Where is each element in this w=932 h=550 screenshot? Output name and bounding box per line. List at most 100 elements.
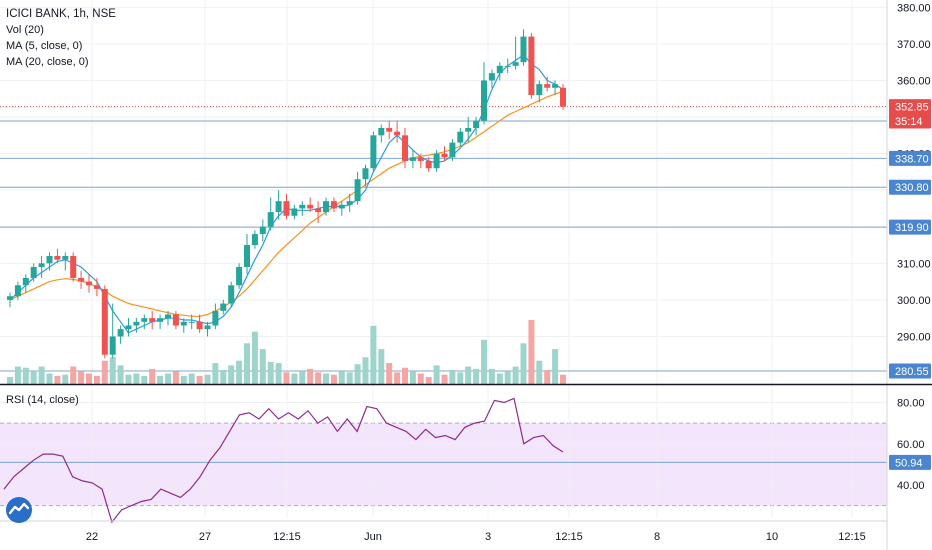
volume-bars	[7, 320, 566, 384]
volume-bar	[323, 373, 329, 384]
candle	[346, 201, 353, 205]
volume-bar	[536, 360, 543, 384]
indicator-ma5[interactable]: MA (5, close, 0)	[6, 40, 83, 52]
countdown-badge-bg	[889, 113, 931, 129]
candle	[54, 256, 61, 260]
rsi-value-badge-bg	[889, 454, 931, 470]
candle	[481, 80, 487, 121]
candle	[417, 157, 424, 161]
candle	[299, 204, 306, 209]
last-price-badge: 352.85	[895, 102, 929, 114]
volume-bar	[46, 373, 53, 384]
level-badge-bg	[889, 150, 931, 166]
volume-bar	[315, 372, 322, 384]
volume-bar	[180, 375, 187, 384]
volume-bar	[512, 366, 519, 384]
candle	[394, 131, 401, 136]
candle	[14, 285, 21, 297]
volume-bar	[125, 374, 132, 384]
volume-bar	[449, 370, 456, 384]
candle	[291, 208, 298, 216]
volume-bar	[196, 375, 203, 384]
legend: ICICI BANK, 1h, NSE Vol (20) MA (5, clos…	[6, 6, 116, 70]
last-price-badge-bg	[889, 99, 931, 115]
candle	[46, 256, 53, 264]
volume-bar	[93, 375, 100, 384]
candle	[149, 318, 156, 322]
candle	[552, 84, 559, 88]
level-badge: 280.55	[895, 366, 929, 378]
candle	[307, 204, 314, 209]
volume-bar	[228, 365, 235, 384]
candle	[338, 204, 345, 209]
candle	[251, 234, 258, 246]
volume-bar	[275, 363, 282, 384]
time-tick-label: Jun	[364, 531, 382, 543]
candle	[30, 266, 37, 278]
candle	[180, 321, 187, 326]
volume-bar	[528, 320, 535, 384]
indicator-ma20[interactable]: MA (20, close, 0)	[6, 56, 89, 68]
level-badge-bg	[889, 363, 931, 379]
tradingview-logo-icon[interactable]	[6, 497, 32, 523]
volume-bar	[101, 360, 108, 384]
volume-bar	[251, 331, 258, 384]
candle	[354, 179, 361, 202]
level-badge-bg	[889, 179, 931, 195]
candle	[62, 256, 69, 260]
volume-bar	[86, 373, 92, 384]
volume-bar	[330, 374, 337, 384]
volume-bar	[78, 371, 85, 384]
volume-bar	[544, 370, 551, 384]
countdown-badge: 35:14	[895, 116, 923, 128]
candle	[323, 201, 329, 213]
volume-bar	[481, 339, 487, 384]
volume-bar	[433, 365, 440, 384]
rsi-path	[3, 397, 564, 524]
volume-bar	[22, 367, 29, 384]
volume-bar	[362, 357, 369, 384]
volume-bar	[172, 371, 179, 384]
horizontal-levels[interactable]	[0, 106, 887, 463]
volume-bar	[465, 366, 472, 384]
volume-bar	[520, 343, 527, 384]
candle	[38, 263, 45, 267]
volume-bar	[354, 364, 361, 384]
candle	[441, 153, 448, 158]
candle	[504, 65, 511, 67]
rsi-band	[0, 422, 887, 507]
candle	[520, 36, 527, 63]
candle	[409, 157, 416, 161]
volume-bar	[496, 373, 503, 384]
chart-title[interactable]: ICICI BANK, 1h, NSE	[6, 8, 116, 20]
volume-bar	[165, 373, 171, 384]
volume-bar	[244, 343, 250, 384]
rsi-tick-label: 60.00	[897, 439, 925, 451]
candle	[172, 314, 179, 326]
volume-bar	[188, 373, 195, 384]
volume-bar	[394, 372, 401, 384]
candle	[386, 128, 393, 132]
rsi-tick-label: 40.00	[897, 480, 925, 492]
candle	[536, 84, 543, 96]
volume-bar	[204, 374, 211, 384]
time-tick-label: 12:15	[838, 531, 866, 543]
volume-bar	[54, 375, 61, 384]
volume-bar	[402, 367, 408, 384]
volume-bar	[560, 374, 566, 384]
volume-bar	[133, 373, 140, 384]
volume-bar	[141, 375, 148, 384]
candle	[196, 321, 203, 330]
candle	[512, 62, 519, 66]
candle	[125, 325, 132, 330]
price-tick-label: 380.00	[897, 2, 931, 14]
candle	[315, 208, 322, 213]
candle	[244, 245, 250, 267]
indicator-rsi[interactable]: RSI (14, close)	[6, 394, 79, 406]
candle	[528, 36, 535, 96]
candle	[457, 131, 464, 143]
indicator-volume[interactable]: Vol (20)	[6, 24, 44, 36]
price-badges: 352.85 35:14 338.70 330.80 319.90 280.55 50.94	[889, 99, 931, 470]
time-tick-label: 12:15	[555, 531, 583, 543]
